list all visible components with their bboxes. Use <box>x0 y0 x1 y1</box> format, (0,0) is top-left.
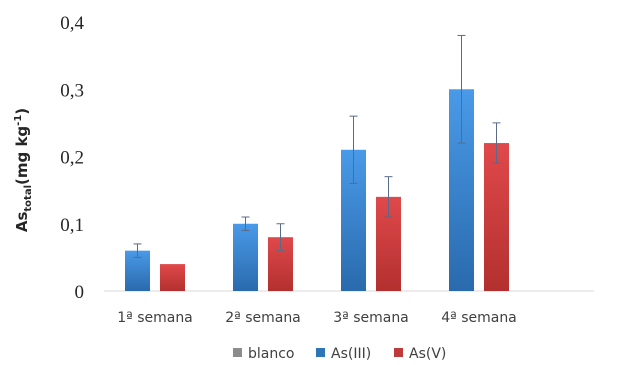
y-tick-label: 0,4 <box>60 13 84 34</box>
error-bar-asiii-2 <box>241 216 250 231</box>
error-bars <box>133 34 501 258</box>
bar-asiii-2 <box>233 223 258 291</box>
y-tick-label: 0,1 <box>60 215 84 236</box>
y-axis-title-sub: total <box>23 185 34 212</box>
y-axis-title: Astotal(mg kg-1) <box>13 108 34 232</box>
error-bar-asiii-1 <box>133 243 142 258</box>
x-tick-label: 4ª semana <box>441 310 517 326</box>
error-bar-asv-2 <box>276 223 285 252</box>
bars <box>125 89 509 291</box>
legend-label: As(III) <box>331 346 371 362</box>
bar-asv-1 <box>160 264 185 291</box>
error-bar-asv-3 <box>384 176 393 218</box>
legend-swatch-asiii <box>316 348 325 357</box>
y-tick-label: 0 <box>75 282 85 303</box>
error-bar-asiii-4 <box>457 34 466 144</box>
y-axis-title-unit: (mg kg <box>13 126 31 185</box>
y-axis-title-sup: -1 <box>13 115 24 126</box>
error-bar-asiii-3 <box>349 115 358 184</box>
x-tick-label: 1ª semana <box>117 310 193 326</box>
legend-label: blanco <box>248 346 295 362</box>
legend-label: As(V) <box>409 346 446 362</box>
legend-swatch-asv <box>394 348 403 357</box>
y-tick-labels: 0 0,1 0,2 0,3 0,4 <box>60 13 84 303</box>
x-tick-labels: 1ª semana 2ª semana 3ª semana 4ª semana <box>117 310 517 326</box>
legend: blanco As(III) As(V) <box>233 346 446 362</box>
y-tick-label: 0,3 <box>60 80 84 101</box>
legend-swatch-blanco <box>233 348 242 357</box>
y-tick-label: 0,2 <box>60 148 84 169</box>
x-tick-label: 3ª semana <box>333 310 409 326</box>
y-axis-title-main: As <box>13 212 31 233</box>
error-bar-asv-4 <box>492 122 501 164</box>
x-tick-label: 2ª semana <box>225 310 301 326</box>
y-axis-title-close: ) <box>13 108 31 115</box>
bar-asv-4 <box>484 143 509 291</box>
